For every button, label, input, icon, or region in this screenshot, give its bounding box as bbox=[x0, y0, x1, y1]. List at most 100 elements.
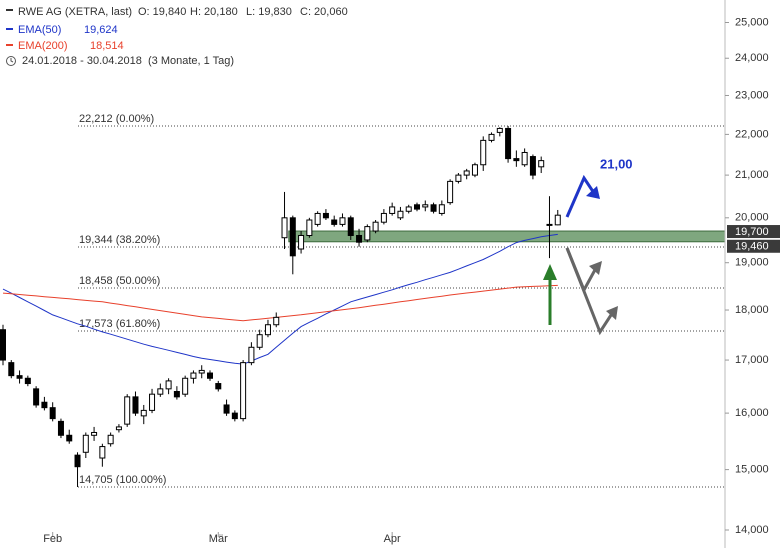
arrow-gray-2 bbox=[565, 247, 615, 336]
candle-body bbox=[488, 133, 495, 141]
candle-body bbox=[397, 210, 404, 219]
candle-body bbox=[339, 217, 346, 225]
candle-body bbox=[538, 160, 545, 168]
arrowhead bbox=[606, 306, 618, 320]
candle-body bbox=[107, 434, 114, 445]
ema-line bbox=[2, 284, 558, 322]
fib-level-label: 14,705 (100.00%) bbox=[79, 474, 166, 486]
candle-body bbox=[422, 204, 429, 208]
chart-title: RWE AG (XETRA, last) bbox=[18, 6, 132, 18]
scenario-arrows bbox=[543, 174, 618, 336]
quote-low: L: 19,830 bbox=[246, 6, 292, 18]
candle-body bbox=[24, 377, 31, 385]
y-tick-label: 20,000 bbox=[735, 212, 769, 224]
fib-level-label: 22,212 (0.00%) bbox=[79, 113, 154, 125]
candle-body bbox=[33, 388, 40, 406]
candle-body bbox=[372, 221, 379, 232]
candle-body bbox=[16, 375, 23, 379]
x-tick-label: Apr bbox=[384, 533, 401, 545]
legend-value: 18,514 bbox=[90, 40, 124, 52]
candle-body bbox=[273, 316, 280, 326]
candle-body bbox=[157, 388, 164, 395]
period-note: (3 Monate, 1 Tag) bbox=[148, 55, 234, 67]
legend-label: EMA(50) bbox=[18, 24, 61, 36]
zone-axis-box bbox=[727, 239, 780, 253]
candle-body bbox=[82, 434, 89, 453]
x-tick-label: Mär bbox=[209, 533, 228, 545]
arrowhead bbox=[586, 186, 600, 199]
candle-body bbox=[322, 212, 329, 219]
candle-body bbox=[198, 369, 205, 374]
candle-body bbox=[248, 346, 255, 364]
candle-body bbox=[256, 334, 263, 348]
y-tick-label: 23,000 bbox=[735, 89, 769, 101]
y-tick-label: 25,000 bbox=[735, 16, 769, 28]
candle-body bbox=[546, 223, 553, 226]
support-zone bbox=[288, 230, 726, 243]
candle-body bbox=[8, 362, 15, 377]
candle-body bbox=[223, 404, 230, 414]
y-tick-label: 21,000 bbox=[735, 169, 769, 181]
candle-body bbox=[356, 234, 363, 243]
target-label: 21,00 bbox=[600, 157, 633, 172]
candle-body bbox=[521, 151, 528, 166]
candle-body bbox=[41, 401, 48, 409]
candle-body bbox=[405, 206, 412, 212]
candle-body bbox=[66, 434, 73, 442]
fib-level-label: 17,573 (61.80%) bbox=[79, 318, 160, 330]
candle-body bbox=[149, 393, 156, 411]
candle-body bbox=[99, 446, 106, 459]
y-tick-label: 15,000 bbox=[735, 464, 769, 476]
candle-body bbox=[513, 158, 520, 162]
candle-body bbox=[455, 174, 462, 182]
candle-body bbox=[207, 372, 213, 379]
candle-body bbox=[430, 204, 437, 212]
candle-body bbox=[74, 454, 81, 468]
y-tick-label: 18,000 bbox=[735, 304, 769, 316]
y-tick-label: 14,000 bbox=[735, 524, 769, 536]
quote-close: C: 20,060 bbox=[300, 6, 348, 18]
candle-body bbox=[331, 219, 338, 225]
candle-body bbox=[471, 164, 478, 176]
candle-body bbox=[124, 396, 131, 425]
quote-open: O: 19,840 bbox=[138, 6, 186, 18]
candle-body bbox=[496, 127, 503, 133]
y-tick-label: 19,000 bbox=[735, 257, 769, 269]
candle-body bbox=[289, 217, 296, 257]
clock-hands bbox=[10, 58, 14, 63]
x-tick-label: Feb bbox=[43, 533, 62, 545]
candle-body bbox=[281, 217, 288, 239]
candle-body bbox=[505, 127, 512, 160]
candle-body bbox=[140, 409, 147, 417]
candle-body bbox=[298, 234, 305, 250]
y-tick-label: 16,000 bbox=[735, 407, 769, 419]
fib-level-label: 19,344 (38.20%) bbox=[79, 234, 160, 246]
period: 24.01.2018 - 30.04.2018 bbox=[22, 55, 142, 67]
y-tick-label: 22,000 bbox=[735, 128, 769, 140]
candle-body bbox=[264, 324, 271, 336]
plot-area: 22,212 (0.00%) 19,344 (38.20%) 18,458 (50.… bbox=[0, 113, 726, 488]
candle-body bbox=[414, 204, 420, 210]
candle-body bbox=[132, 396, 139, 414]
candle-body bbox=[380, 212, 387, 223]
zone-axis-label: 19,700 bbox=[735, 226, 769, 238]
candle-body bbox=[364, 226, 371, 241]
y-tick-label: 24,000 bbox=[735, 52, 769, 64]
candle-body bbox=[49, 407, 56, 420]
ema-line bbox=[2, 233, 558, 365]
candle-body bbox=[438, 204, 445, 214]
arrow-up-blue bbox=[565, 174, 598, 218]
candle-body bbox=[115, 426, 122, 431]
candle-body bbox=[306, 219, 313, 236]
candle-body bbox=[182, 377, 189, 395]
candle-body bbox=[447, 180, 454, 204]
zone-axis-box bbox=[727, 225, 780, 239]
candle-body bbox=[240, 362, 247, 420]
candle-body bbox=[314, 212, 321, 225]
legend-value: 19,624 bbox=[84, 24, 118, 36]
candle-body bbox=[389, 206, 396, 214]
candle-body bbox=[91, 431, 98, 436]
clock-icon bbox=[6, 56, 16, 66]
candle-body bbox=[554, 214, 561, 226]
candle-body bbox=[57, 420, 64, 436]
